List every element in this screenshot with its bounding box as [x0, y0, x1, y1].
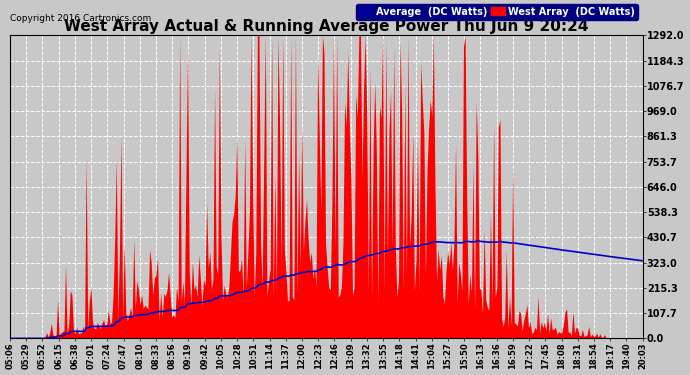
Text: Copyright 2016 Cartronics.com: Copyright 2016 Cartronics.com [10, 14, 151, 23]
Title: West Array Actual & Running Average Power Thu Jun 9 20:24: West Array Actual & Running Average Powe… [64, 19, 589, 34]
Legend: Average  (DC Watts), West Array  (DC Watts): Average (DC Watts), West Array (DC Watts… [356, 4, 638, 20]
